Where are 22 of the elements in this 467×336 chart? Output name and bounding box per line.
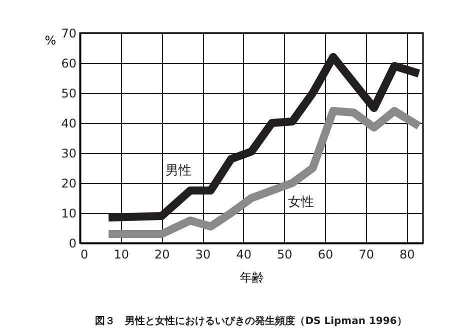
x-tick-label: 0 (80, 248, 88, 262)
x-tick-label: 50 (277, 248, 292, 262)
y-axis-title: % (44, 34, 56, 48)
x-tick-label: 40 (236, 248, 252, 262)
x-tick-label: 20 (154, 248, 170, 262)
y-tick-label: 30 (61, 146, 76, 160)
x-tick-label: 70 (358, 248, 374, 262)
x-tick-label: 60 (318, 248, 334, 262)
x-tick-label: 10 (114, 248, 129, 262)
y-tick-label: 40 (61, 116, 76, 130)
series-label: 女性 (288, 195, 314, 210)
series-label: 男性 (165, 164, 192, 178)
y-tick-label: 20 (61, 176, 76, 190)
caption: 図３ 男性と女性におけるいびきの発生頻度（DS Lipman 1996） (95, 315, 407, 327)
y-tick-label: 60 (61, 56, 76, 70)
y-tick-label: 0 (68, 236, 76, 250)
x-axis-title: 年齢 (240, 270, 264, 284)
x-tick-label: 30 (195, 248, 211, 262)
y-tick-label: 10 (61, 206, 76, 220)
x-tick-label: 80 (400, 248, 415, 262)
y-tick-label: 70 (61, 26, 76, 40)
y-tick-label: 50 (61, 86, 76, 100)
